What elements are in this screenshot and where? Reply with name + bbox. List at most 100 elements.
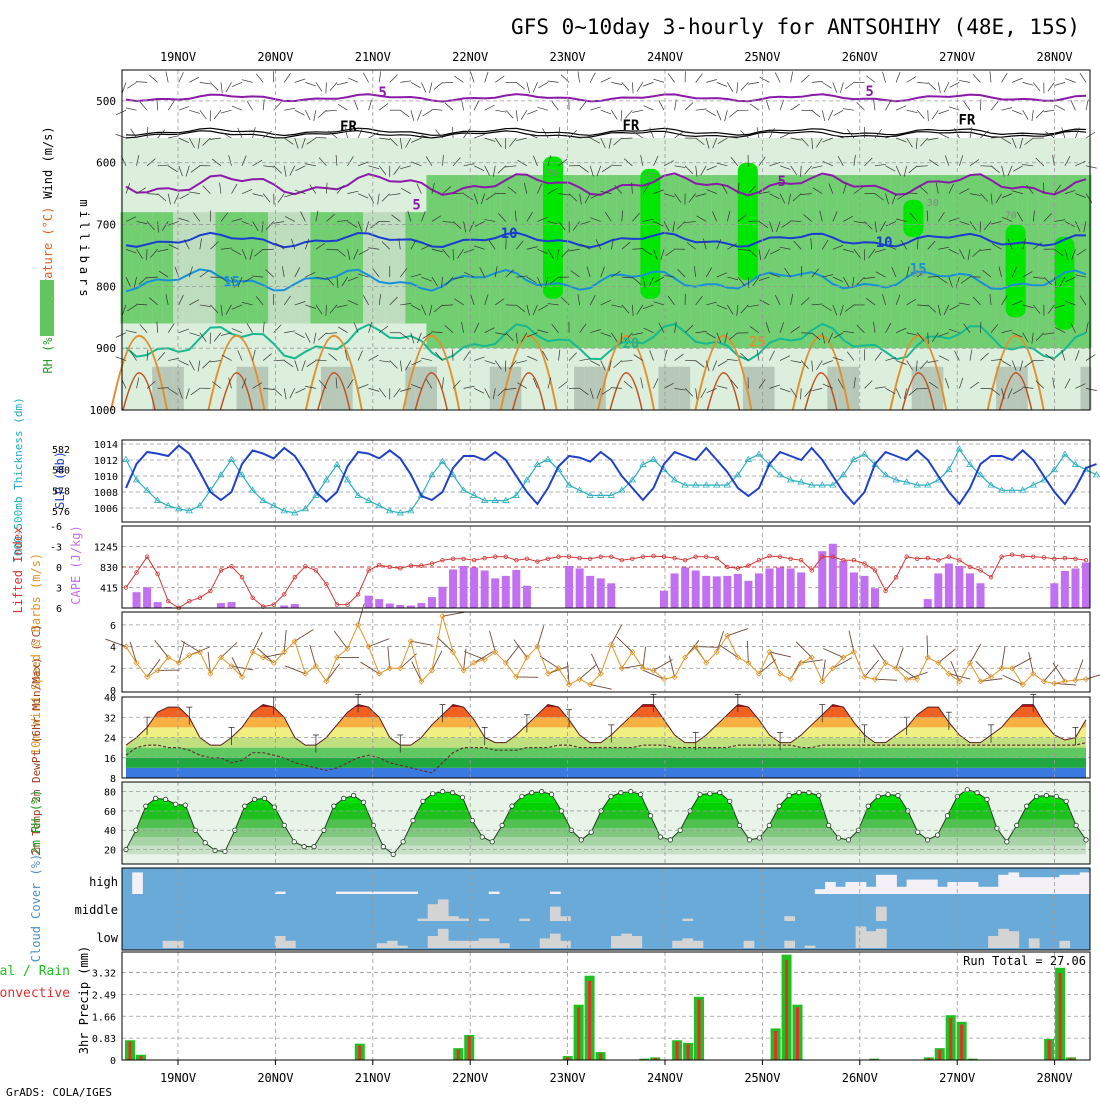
rh-shade-dark: [722, 175, 733, 348]
rh-shade-dark: [142, 212, 153, 323]
rh-shade-dark: [943, 175, 954, 348]
cape-bar: [386, 604, 394, 608]
date-label-top: 21NOV: [355, 50, 391, 64]
li-label: Lifted Index: [11, 527, 25, 614]
wind10-barb: [232, 657, 242, 677]
precip-conv-bar: [129, 1042, 132, 1060]
date-label-bottom: 23NOV: [550, 1071, 586, 1085]
rh2m-point: [728, 799, 732, 803]
rh-shade-dark: [669, 175, 680, 348]
cloud-high-cell: [1019, 877, 1030, 894]
cloud-high-cell: [835, 887, 846, 894]
rh2m-point: [619, 790, 623, 794]
rh2m-band: [122, 837, 1090, 846]
cloud-low-cell: [611, 936, 622, 948]
wind10-barb: [310, 645, 316, 666]
date-label-top: 19NOV: [160, 50, 196, 64]
rh2m-point: [648, 814, 652, 818]
cloud-low-cell: [744, 941, 755, 948]
contour-label: 5: [778, 174, 786, 190]
rh-shade-dark: [627, 175, 638, 348]
precip-tick-label: 2.49: [92, 990, 116, 1001]
date-label-top: 27NOV: [939, 50, 975, 64]
cape-bar: [734, 574, 742, 608]
rh2m-point: [460, 795, 464, 799]
cloud-high-cell: [1059, 875, 1070, 894]
cape-bar: [375, 599, 383, 608]
li-tick-label: 6: [56, 604, 62, 615]
cape-bar: [839, 561, 847, 608]
wind10-barb: [644, 671, 664, 680]
rh-shade-dark: [279, 212, 290, 323]
wind10-barb: [717, 631, 724, 652]
cape-bar: [1082, 563, 1090, 608]
rh-shade-dark: [616, 175, 627, 348]
temp-band: [122, 748, 1090, 758]
rh-shade-dark: [521, 175, 532, 348]
rh-label: RH (%): [41, 330, 55, 373]
rh-legend-swatch: [40, 280, 54, 336]
cape-tick-label: 830: [100, 563, 118, 574]
rh-shade-dark: [289, 212, 300, 323]
rh2m-point: [767, 823, 771, 827]
wind10-barb: [796, 642, 812, 658]
cape-bar: [143, 587, 151, 608]
precip-legend-total: Total / Rain: [0, 964, 70, 979]
cloud-mid-cell: [784, 916, 795, 921]
date-label-bottom: 19NOV: [160, 1071, 196, 1085]
rh-shade-dark: [711, 175, 722, 348]
cloud-high-cell: [988, 887, 999, 894]
rh2m-point: [243, 804, 247, 808]
rh-shade-dark: [1038, 175, 1049, 348]
cloud-high-cell: [407, 892, 418, 894]
cape-bar: [871, 588, 879, 608]
cloud-mid-cell: [417, 919, 428, 921]
rh2m-point: [282, 823, 286, 827]
temp2m-tick-label: 32: [104, 713, 116, 724]
cloud-mid-cell: [448, 916, 459, 921]
precip-tick-label: 0: [110, 1056, 116, 1067]
wind10-line: [126, 616, 1086, 684]
cloud-mid-cell: [519, 919, 530, 921]
rh-shade-dark: [448, 175, 459, 348]
temp2m-bands: [122, 687, 1090, 778]
wind10-barb: [284, 630, 286, 652]
precip-conv-bar: [468, 1036, 471, 1060]
cloud-high-cell: [1008, 872, 1019, 894]
cape-bar: [977, 583, 985, 608]
precip-conv-bar: [698, 999, 701, 1060]
cloud-high-cell: [275, 892, 286, 894]
cape-bar: [860, 576, 868, 608]
rh-shade-dark: [785, 175, 796, 348]
li-tick-label: 3: [56, 584, 62, 595]
cloud-low-cell: [1029, 938, 1040, 948]
date-label-bottom: 25NOV: [744, 1071, 780, 1085]
date-label-bottom: 26NOV: [842, 1071, 878, 1085]
cloud-high-cell: [947, 882, 958, 894]
rh2m-point: [609, 794, 613, 798]
rh-shade-dark: [701, 175, 712, 348]
cloud-high-cell: [845, 882, 856, 894]
cloud-high-cell: [876, 875, 887, 894]
rh2m-point: [866, 804, 870, 808]
rh2m-point: [1084, 838, 1088, 842]
cape-bar: [428, 597, 436, 608]
li-tick-label: -6: [50, 522, 62, 533]
rh-shade-dark: [479, 175, 490, 348]
rh2m-point: [1024, 804, 1028, 808]
cape-bar: [491, 578, 499, 608]
cape-bar: [755, 573, 763, 608]
cape-bar: [460, 566, 468, 608]
cloud-low-cell: [285, 941, 296, 948]
wind10-barb: [490, 631, 496, 652]
rh2m-point: [490, 840, 494, 844]
slp-frame: [122, 440, 1090, 522]
pressure-tick-label: 500: [96, 95, 116, 108]
wind10-barb: [155, 640, 169, 657]
wind10-barb: [696, 647, 718, 648]
wind10-barb: [253, 632, 263, 652]
rh-shade-dark: [500, 175, 511, 348]
rh2m-point: [252, 797, 256, 801]
cloud-low-cell: [1059, 941, 1070, 948]
